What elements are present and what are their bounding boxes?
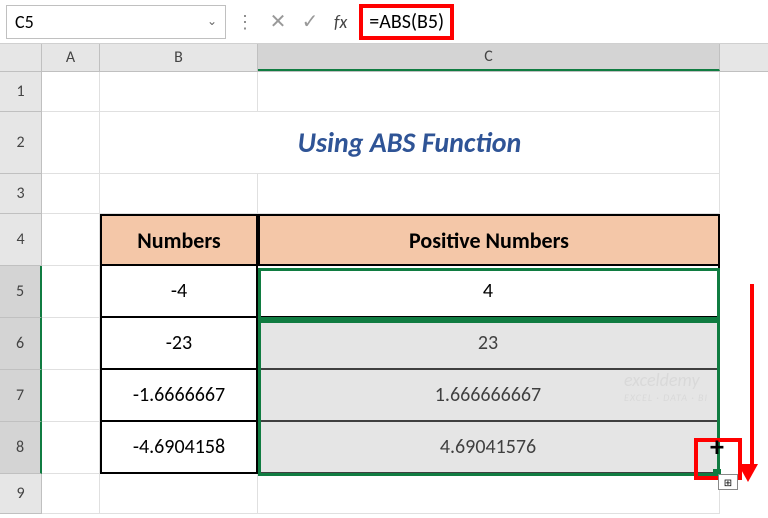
formula-bar: C5 ⌄ ⋮ ✕ ✓ fx =ABS(B5) xyxy=(0,0,768,44)
cell[interactable] xyxy=(258,474,720,514)
name-box[interactable]: C5 ⌄ xyxy=(6,5,226,39)
cell[interactable] xyxy=(258,72,720,112)
cell[interactable] xyxy=(100,72,258,112)
cell-b5[interactable]: -4 xyxy=(100,266,258,318)
header-positive[interactable]: Positive Numbers xyxy=(258,214,720,266)
cell[interactable] xyxy=(42,112,100,174)
row-header[interactable]: 2 xyxy=(0,112,42,174)
cell[interactable] xyxy=(42,370,100,422)
cell-b7[interactable]: -1.6666667 xyxy=(100,370,258,422)
cell[interactable] xyxy=(100,174,258,214)
cell-c8[interactable]: 4.69041576 xyxy=(258,422,720,474)
cell[interactable] xyxy=(42,266,100,318)
fx-icon[interactable]: fx xyxy=(328,11,353,33)
name-box-value: C5 xyxy=(15,11,34,33)
row-5: 5 -4 4 xyxy=(0,266,768,318)
row-1: 1 xyxy=(0,72,768,112)
title-cell[interactable]: Using ABS Function xyxy=(100,112,720,174)
cell[interactable] xyxy=(42,214,100,266)
cell-c6[interactable]: 23 xyxy=(258,318,720,370)
cell[interactable] xyxy=(42,174,100,214)
grid-rows: 1 2 Using ABS Function 3 4 Numbers Posit… xyxy=(0,72,768,514)
cell-c7[interactable]: 1.666666667 xyxy=(258,370,720,422)
cell[interactable] xyxy=(42,72,100,112)
header-numbers[interactable]: Numbers xyxy=(100,214,258,266)
separator: ⋮ xyxy=(230,11,260,33)
col-header-a[interactable]: A xyxy=(42,44,100,71)
formula-text: =ABS(B5) xyxy=(359,4,454,40)
cell-b6[interactable]: -23 xyxy=(100,318,258,370)
column-headers: A B C xyxy=(0,44,768,72)
row-header[interactable]: 9 xyxy=(0,474,42,514)
annotation-arrow xyxy=(746,284,758,482)
row-header[interactable]: 3 xyxy=(0,174,42,214)
row-3: 3 xyxy=(0,174,768,214)
cell[interactable] xyxy=(258,174,720,214)
row-header[interactable]: 7 xyxy=(0,370,42,422)
formula-input[interactable]: =ABS(B5) xyxy=(357,5,762,39)
col-header-c[interactable]: C xyxy=(258,44,720,71)
row-header[interactable]: 5 xyxy=(0,266,42,318)
row-header[interactable]: 1 xyxy=(0,72,42,112)
cell-c5[interactable]: 4 xyxy=(258,266,720,318)
row-7: 7 -1.6666667 1.666666667 xyxy=(0,370,768,422)
row-header[interactable]: 8 xyxy=(0,422,42,474)
cell[interactable] xyxy=(42,474,100,514)
autofill-options-icon[interactable]: ⊞ xyxy=(718,474,738,490)
chevron-down-icon[interactable]: ⌄ xyxy=(207,14,217,29)
row-header[interactable]: 6 xyxy=(0,318,42,370)
row-8: 8 -4.6904158 4.69041576 xyxy=(0,422,768,474)
cell-b8[interactable]: -4.6904158 xyxy=(100,422,258,474)
cell[interactable] xyxy=(100,474,258,514)
spreadsheet: A B C 1 2 Using ABS Function 3 4 Numbers… xyxy=(0,44,768,514)
enter-icon[interactable]: ✓ xyxy=(296,8,324,36)
row-header[interactable]: 4 xyxy=(0,214,42,266)
select-all-corner[interactable] xyxy=(0,44,42,71)
row-4: 4 Numbers Positive Numbers xyxy=(0,214,768,266)
cell[interactable] xyxy=(42,422,100,474)
cell[interactable] xyxy=(42,318,100,370)
row-9: 9 xyxy=(0,474,768,514)
row-2: 2 Using ABS Function xyxy=(0,112,768,174)
row-6: 6 -23 23 xyxy=(0,318,768,370)
cancel-icon[interactable]: ✕ xyxy=(264,8,292,36)
fill-cursor-icon: + xyxy=(710,429,724,464)
col-header-b[interactable]: B xyxy=(100,44,258,71)
